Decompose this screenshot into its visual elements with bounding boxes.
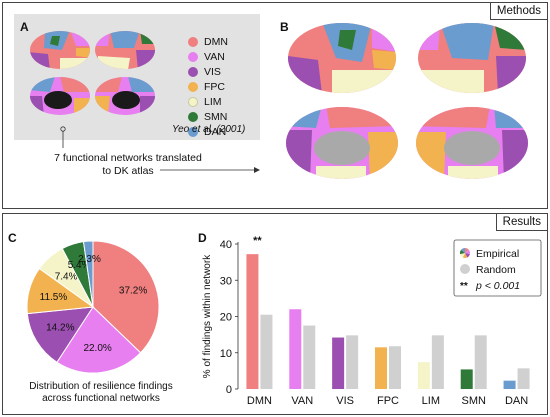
bar-random-fpc [389, 346, 401, 389]
legend-empirical-swatch-segment [465, 249, 470, 255]
x-tick-label: VAN [291, 395, 313, 407]
methods-panel: Methods [2, 2, 548, 209]
pie-label-dmn: 37.2% [119, 285, 147, 296]
dmn-swatch [188, 36, 198, 47]
panel-label-a: A [20, 20, 29, 34]
x-tick-label: LIM [422, 395, 440, 407]
y-tick-label: 30 [220, 275, 232, 287]
pie-label-lim: 7.4% [55, 272, 78, 283]
dan-swatch [188, 126, 198, 137]
x-tick-label: SMN [461, 395, 486, 407]
y-tick-label: 20 [220, 312, 232, 324]
pie-slice-dmn [92, 240, 160, 354]
significance-marker: ** [253, 235, 262, 247]
network-pie-chart: 37.2% 22.0% 14.2% 11.5% 7.4%5.4%2.3% [26, 240, 160, 374]
legend-note-text: p < 0.001 [475, 280, 520, 292]
pie-caption: Distribution of resilience findings acro… [6, 381, 196, 405]
x-tick-label: FPC [377, 395, 399, 407]
results-panel: Results [2, 213, 548, 415]
legend-item-dan: DAN [188, 124, 228, 139]
legend-empirical-swatch-segment [460, 253, 465, 258]
pie-label-smn: 5.4% [68, 260, 91, 271]
citation: Yeo et al. (2001) [172, 124, 246, 135]
legend-label: DAN [204, 125, 227, 138]
legend-empirical-swatch-segment [461, 248, 465, 253]
bar-random-dmn [260, 314, 273, 389]
legend-item-van: VAN [188, 49, 228, 64]
legend-label: FPC [204, 80, 225, 93]
bar-legend [453, 239, 542, 297]
pie-label-fpc: 11.5% [40, 292, 68, 303]
bar-random-smn [474, 335, 487, 389]
legend-note-marker: ** [460, 281, 468, 292]
panel-label-b: B [280, 20, 289, 34]
van-swatch [188, 51, 198, 62]
x-tick-label: DMN [247, 395, 272, 407]
caption-line: 7 functional networks translated [54, 152, 202, 164]
legend-empirical-label: Empirical [476, 248, 519, 260]
legend-label: SMN [204, 110, 228, 123]
pie-label-van: 22.0% [83, 343, 111, 354]
pie-label-dan: 2.3% [78, 254, 101, 265]
legend-item-fpc: FPC [188, 79, 228, 94]
bar-empirical-lim [417, 362, 430, 389]
pie-slice-dan [82, 240, 94, 308]
bar-random-dan [517, 368, 530, 389]
translation-caption: 7 functional networks translated to DK a… [30, 152, 226, 178]
caption-line: Distribution of resilience findings [29, 381, 173, 392]
smn-swatch [188, 111, 198, 122]
fpc-swatch [188, 81, 198, 92]
legend-empirical-swatch-segment [460, 249, 465, 255]
legend-label: VIS [204, 65, 221, 78]
lim-swatch [188, 96, 198, 107]
legend-item-lim: LIM [188, 94, 228, 109]
panel-label-d: D [198, 231, 207, 245]
y-tick-label: 10 [220, 348, 232, 360]
bar-empirical-vis [332, 337, 345, 389]
x-tick-label: DAN [505, 395, 528, 407]
x-tick-label: VIS [336, 395, 354, 407]
legend-label: DMN [204, 35, 228, 48]
y-tick-label: 0 [226, 384, 232, 396]
bar-empirical-dmn [246, 254, 259, 389]
legend-item-vis: VIS [188, 64, 228, 79]
legend-random-label: Random [476, 264, 516, 276]
legend-item-smn: SMN [188, 109, 228, 124]
legend-empirical-swatch-segment [462, 253, 468, 258]
panel-label-c: C [8, 231, 17, 245]
legend-label: LIM [204, 95, 222, 108]
bar-random-vis [346, 335, 359, 389]
legend-empirical-swatch-segment [465, 253, 470, 258]
legend-item-dmn: DMN [188, 34, 228, 49]
bar-empirical-smn [460, 369, 473, 389]
bar-empirical-van [289, 309, 302, 389]
methods-tab: Methods [489, 3, 547, 20]
results-tab: Results [495, 214, 547, 231]
pie-slice-van [56, 306, 142, 374]
network-legend: DMN VAN VIS FPC LIM SMN DAN [188, 34, 228, 139]
bar-random-van [303, 325, 316, 389]
legend-label: VAN [204, 50, 225, 63]
y-tick-label: 40 [220, 239, 232, 251]
network-bar-chart: 0 10 20 30 40 % of findings within network DMN… [202, 235, 542, 407]
caption-line: to DK atlas [102, 165, 154, 177]
pie-slice-vis [26, 306, 94, 363]
bar-empirical-fpc [375, 347, 387, 389]
vis-swatch [188, 66, 198, 77]
bar-empirical-dan [503, 380, 516, 389]
caption-line: across functional networks [42, 393, 160, 404]
y-axis-title: % of findings within network [202, 254, 213, 378]
legend-random-swatch [460, 264, 470, 274]
pie-label-vis: 14.2% [46, 322, 74, 333]
legend-empirical-swatch-segment [465, 248, 469, 253]
bar-random-lim [431, 335, 444, 389]
